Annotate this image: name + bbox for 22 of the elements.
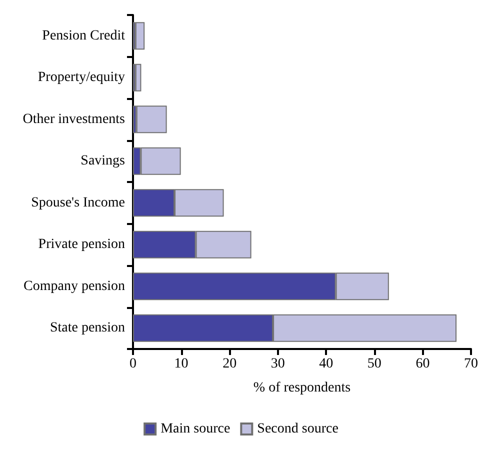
y-tick-label: State pension (50, 320, 125, 336)
y-tick-label: Company pension (24, 278, 125, 294)
x-tick-label: 0 (130, 356, 136, 372)
y-tick-label: Spouse's Income (31, 195, 125, 210)
y-tick-label: Private pension (38, 237, 125, 252)
y-tick-label: Other investments (22, 112, 125, 127)
bar (136, 106, 167, 134)
x-tick-label: 30 (270, 356, 285, 372)
x-tick-label: 60 (416, 356, 430, 372)
x-tick-label: 40 (319, 356, 334, 372)
bar (135, 22, 145, 50)
y-tick-label: Savings (80, 154, 125, 169)
x-tick-label: 20 (222, 356, 237, 372)
legend-label: Second source (257, 422, 338, 436)
x-tick-label: 70 (464, 356, 478, 372)
y-tick-label: Property/equity (38, 70, 125, 86)
bar (135, 64, 142, 92)
x-tick-label: 10 (174, 356, 188, 372)
x-tick-label: 50 (367, 356, 382, 372)
y-tick-label: Pension Credit (42, 28, 126, 44)
legend-label: Main source (160, 422, 230, 436)
x-axis-title: % of respondents (253, 380, 351, 396)
